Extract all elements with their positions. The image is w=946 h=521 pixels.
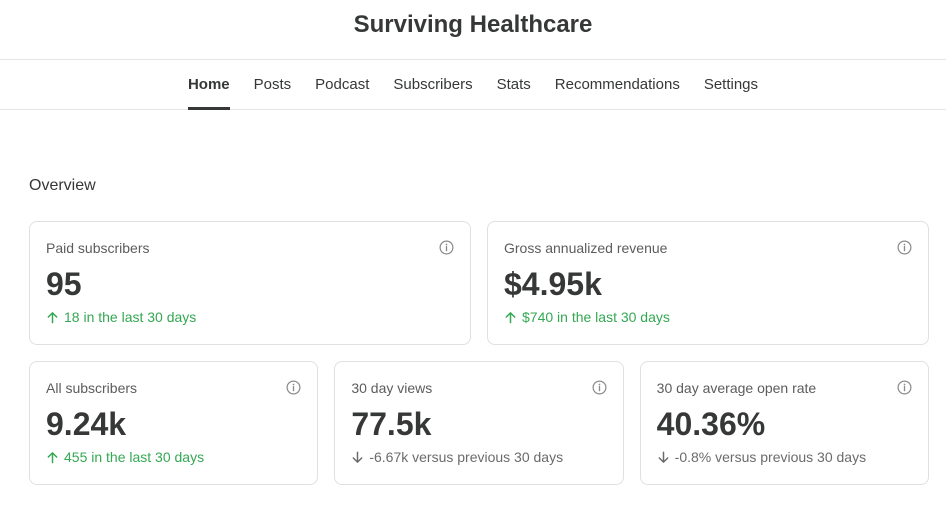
card-gross-annualized-revenue[interactable]: Gross annualized revenue $4.95k $740 in …: [487, 221, 929, 345]
card-value: 77.5k: [351, 406, 432, 442]
arrow-up-icon: [47, 451, 58, 463]
info-icon[interactable]: [897, 380, 912, 395]
card-change-text: $740 in the last 30 days: [522, 309, 670, 325]
tab-posts[interactable]: Posts: [253, 76, 292, 93]
tab-stats[interactable]: Stats: [496, 76, 531, 93]
arrow-down-icon: [658, 451, 669, 463]
card-value: $4.95k: [504, 266, 602, 302]
nav-tabs: Home Posts Podcast Subscribers Stats Rec…: [176, 60, 770, 110]
card-paid-subscribers[interactable]: Paid subscribers 95 18 in the last 30 da…: [29, 221, 471, 345]
tab-subscribers[interactable]: Subscribers: [393, 76, 473, 93]
overview-title: Overview: [29, 177, 96, 194]
card-change-text: -6.67k versus previous 30 days: [369, 449, 564, 465]
nav-bar: Home Posts Podcast Subscribers Stats Rec…: [0, 60, 946, 110]
card-all-subscribers[interactable]: All subscribers 9.24k 455 in the last 30…: [29, 361, 319, 485]
card-label: All subscribers: [46, 380, 138, 396]
tab-recommendations[interactable]: Recommendations: [554, 76, 680, 93]
arrow-down-icon: [352, 451, 363, 463]
tab-podcast[interactable]: Podcast: [315, 76, 370, 93]
card-label: 30 day views: [351, 380, 433, 396]
info-icon[interactable]: [897, 240, 912, 255]
info-icon[interactable]: [439, 240, 454, 255]
card-change: 455 in the last 30 days: [46, 449, 301, 465]
arrow-up-icon: [47, 311, 58, 323]
info-icon[interactable]: [592, 380, 607, 395]
card-label: Gross annualized revenue: [504, 240, 668, 256]
overview-row-2: All subscribers 9.24k 455 in the last 30…: [29, 361, 929, 485]
main-content: Overview Paid subscribers 95 18 in the l…: [0, 177, 946, 485]
card-30-day-average-open-rate[interactable]: 30 day average open rate 40.36% -0.8% ve…: [639, 361, 929, 485]
info-icon[interactable]: [286, 380, 301, 395]
card-value: 9.24k: [46, 406, 127, 442]
card-change: -0.8% versus previous 30 days: [657, 449, 912, 465]
card-change-text: 18 in the last 30 days: [64, 309, 197, 325]
card-label: Paid subscribers: [46, 240, 150, 256]
card-value: 95: [46, 266, 82, 302]
card-change: -6.67k versus previous 30 days: [351, 449, 606, 465]
card-30-day-views[interactable]: 30 day views 77.5k -6.67k versus previou…: [334, 361, 624, 485]
overview-row-1: Paid subscribers 95 18 in the last 30 da…: [29, 221, 929, 345]
tab-home[interactable]: Home: [176, 60, 242, 110]
card-label: 30 day average open rate: [656, 380, 817, 396]
card-change-text: 455 in the last 30 days: [64, 449, 205, 465]
card-value: 40.36%: [656, 406, 766, 442]
arrow-up-icon: [505, 311, 516, 323]
card-change: 18 in the last 30 days: [46, 309, 454, 325]
card-change: $740 in the last 30 days: [504, 309, 912, 325]
title-bar: Surviving Healthcare: [0, 0, 946, 60]
tab-settings[interactable]: Settings: [703, 76, 759, 93]
card-change-text: -0.8% versus previous 30 days: [674, 449, 867, 465]
app-title[interactable]: Surviving Healthcare: [353, 10, 593, 38]
